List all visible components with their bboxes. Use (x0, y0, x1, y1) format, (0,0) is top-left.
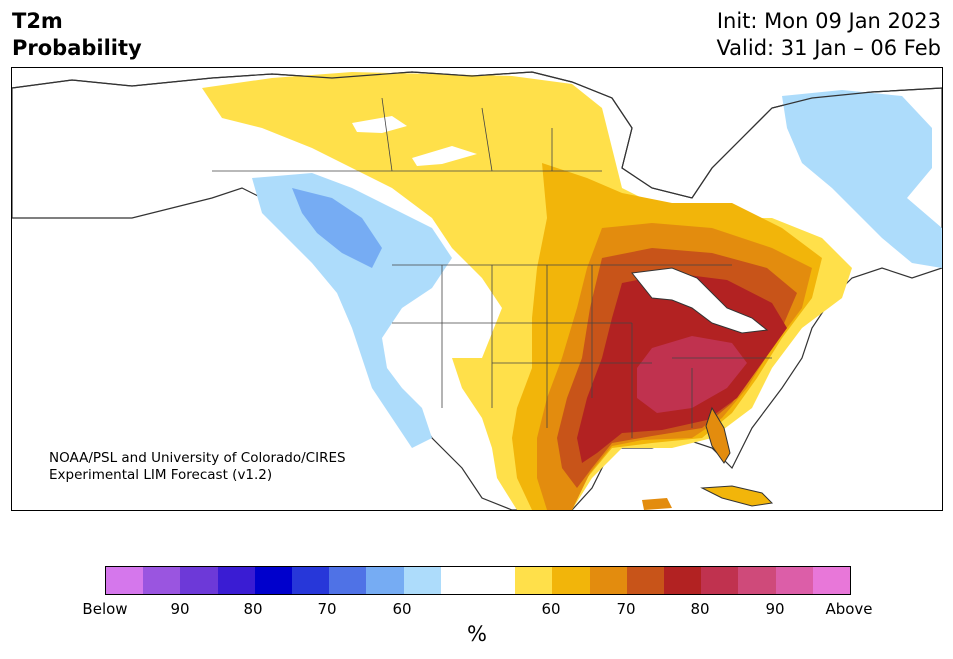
map-title: T2m Probability (12, 8, 142, 62)
colorbar-segment (515, 567, 553, 594)
political-boundaries (212, 97, 772, 438)
region-below-60-west (252, 173, 452, 448)
attribution-line-2: Experimental LIM Forecast (v1.2) (49, 467, 273, 483)
colorbar-segment (552, 567, 590, 594)
colorbar-unit: % (467, 622, 487, 646)
probability-map-svg (12, 71, 942, 510)
colorbar-tick-label: 70 (317, 600, 337, 618)
colorbar-segment (626, 567, 665, 594)
colorbar-tick-label: 60 (392, 600, 412, 618)
colorbar-segment (440, 567, 479, 594)
coastline-outline (12, 71, 942, 199)
region-cuba (700, 485, 774, 507)
colorbar-segment (812, 567, 851, 594)
hudson-bay-ice-2 (412, 146, 477, 166)
forecast-dates: Init: Mon 09 Jan 2023 Valid: 31 Jan – 06… (716, 8, 941, 62)
title-variable: T2m (12, 9, 63, 33)
hudson-bay-ice-1 (352, 116, 407, 133)
colorbar-tick-label: 90 (765, 600, 785, 618)
florida-coast (705, 406, 731, 464)
region-caribbean-orange (642, 498, 672, 510)
forecast-map (11, 67, 943, 511)
colorbar-segment (589, 567, 627, 594)
init-date: Init: Mon 09 Jan 2023 (716, 9, 941, 33)
great-lakes (631, 267, 769, 334)
colorbar-tick-label: 70 (616, 600, 636, 618)
colorbar-segment (217, 567, 255, 594)
colorbar-segment (292, 567, 330, 594)
colorbar-tick-label: 80 (243, 600, 263, 618)
colorbar-segment (775, 567, 813, 594)
colorbar-segment (106, 567, 144, 594)
colorbar-segment (143, 567, 181, 594)
colorbar-tick-label: 80 (690, 600, 710, 618)
region-below-60-northeast (782, 90, 942, 268)
colorbar-tick-label: Below (82, 600, 128, 618)
colorbar-segment (478, 567, 516, 594)
colorbar-segment (403, 567, 441, 594)
attribution-text: NOAA/PSL and University of Colorado/CIRE… (49, 450, 346, 484)
colorbar-segment (738, 567, 776, 594)
colorbar-segment (366, 567, 404, 594)
colorbar-tick-label: 90 (170, 600, 190, 618)
colorbar-segment (180, 567, 218, 594)
region-below-70-west (292, 188, 382, 268)
colorbar-tick-label: Above (825, 600, 873, 618)
title-type: Probability (12, 36, 142, 60)
colorbar-segment (701, 567, 739, 594)
valid-date: Valid: 31 Jan – 06 Feb (716, 36, 941, 60)
colorbar-segment (664, 567, 702, 594)
attribution-line-1: NOAA/PSL and University of Colorado/CIRE… (49, 450, 346, 466)
colorbar-segment (329, 567, 367, 594)
colorbar (105, 566, 851, 595)
colorbar-tick-label: 60 (541, 600, 561, 618)
colorbar-segment (254, 567, 293, 594)
